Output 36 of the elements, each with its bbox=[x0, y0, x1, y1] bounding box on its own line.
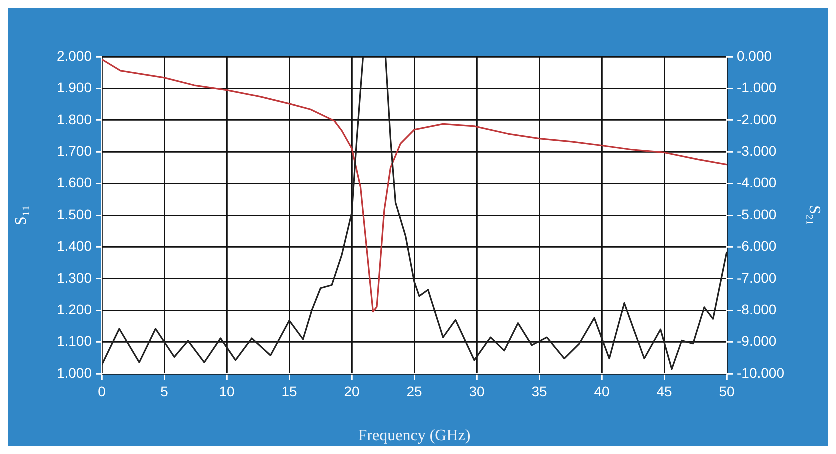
x-tick-label: 45 bbox=[656, 383, 672, 400]
x-tick-label: 10 bbox=[219, 383, 235, 400]
y-tick-label: 1.000 bbox=[56, 364, 92, 381]
x-tick-label: 0 bbox=[98, 383, 106, 400]
x-tick-label: 25 bbox=[406, 383, 422, 400]
y2-tick-label: -2.000 bbox=[737, 111, 777, 128]
y2-tick-label: -6.000 bbox=[737, 238, 777, 254]
x-axis-title: Frequency (GHz) bbox=[358, 428, 471, 445]
y-tick-label: 1.900 bbox=[56, 80, 92, 96]
y-tick-label: 1.700 bbox=[56, 142, 92, 159]
y-tick-label: 1.300 bbox=[56, 270, 92, 286]
x-tick-label: 20 bbox=[344, 383, 360, 400]
y-tick-label: 1.600 bbox=[56, 174, 92, 191]
y2-axis-title: S₂₁ bbox=[806, 205, 823, 226]
y2-tick-label: -7.000 bbox=[737, 270, 777, 286]
y2-tick-label: 0.000 bbox=[737, 48, 772, 64]
y-tick-label: 1.800 bbox=[56, 111, 92, 128]
x-tick-label: 30 bbox=[469, 383, 485, 400]
y2-tick-label: -3.000 bbox=[737, 142, 777, 159]
y-tick-label: 1.400 bbox=[56, 238, 92, 254]
y2-tick-label: -1.000 bbox=[737, 80, 777, 96]
y-tick-label: 1.200 bbox=[56, 301, 92, 318]
x-tick-label: 15 bbox=[282, 383, 298, 400]
y-tick-label: 1.100 bbox=[56, 333, 92, 350]
y-tick-label: 2.000 bbox=[56, 48, 92, 64]
y2-tick-label: -5.000 bbox=[737, 206, 777, 222]
y2-tick-label: -9.000 bbox=[737, 333, 777, 350]
x-tick-label: 50 bbox=[719, 383, 735, 400]
x-tick-label: 5 bbox=[160, 383, 169, 400]
y-tick-label: 1.500 bbox=[56, 206, 92, 222]
y2-tick-label: -4.000 bbox=[737, 174, 777, 191]
y2-tick-label: -8.000 bbox=[737, 301, 777, 318]
y-axis-title: S₁₁ bbox=[13, 205, 30, 226]
y2-tick-label: -10.000 bbox=[737, 364, 785, 381]
x-tick-label: 35 bbox=[532, 383, 548, 400]
x-tick-label: 40 bbox=[594, 383, 610, 400]
